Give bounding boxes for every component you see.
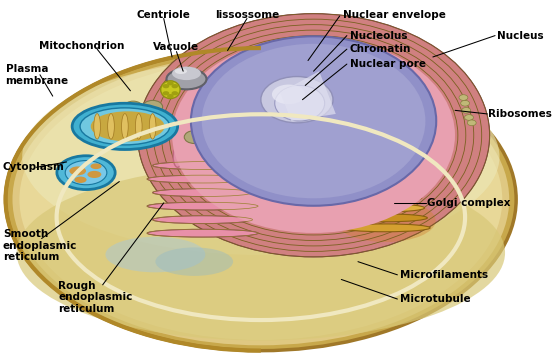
Ellipse shape <box>347 204 425 212</box>
Circle shape <box>281 102 296 111</box>
Text: lissossome: lissossome <box>215 10 279 20</box>
Circle shape <box>268 79 287 92</box>
Text: Cytoplasm: Cytoplasm <box>3 162 64 172</box>
Circle shape <box>459 95 468 100</box>
Ellipse shape <box>74 177 87 183</box>
Text: Centriole: Centriole <box>137 10 191 20</box>
Circle shape <box>171 84 178 88</box>
Ellipse shape <box>153 216 253 224</box>
Ellipse shape <box>350 194 422 202</box>
Text: Plasma
membrane: Plasma membrane <box>6 64 69 85</box>
Ellipse shape <box>202 44 426 198</box>
Circle shape <box>467 120 476 126</box>
Ellipse shape <box>135 114 142 139</box>
Ellipse shape <box>352 184 419 192</box>
Ellipse shape <box>147 175 258 183</box>
Ellipse shape <box>6 48 516 351</box>
Ellipse shape <box>145 19 482 251</box>
Circle shape <box>184 131 204 143</box>
Ellipse shape <box>169 36 458 235</box>
Circle shape <box>246 83 264 95</box>
Ellipse shape <box>355 174 416 182</box>
Ellipse shape <box>166 69 206 89</box>
Text: Microfilaments: Microfilaments <box>400 270 488 280</box>
Ellipse shape <box>65 161 107 185</box>
Circle shape <box>163 84 169 88</box>
Ellipse shape <box>105 237 205 272</box>
Circle shape <box>167 94 174 98</box>
Text: Rough
endoplasmic
reticulum: Rough endoplasmic reticulum <box>58 281 133 314</box>
Ellipse shape <box>91 111 164 141</box>
Ellipse shape <box>181 140 191 163</box>
Ellipse shape <box>80 108 170 145</box>
Text: Mitochondrion: Mitochondrion <box>39 41 125 51</box>
Circle shape <box>167 81 174 85</box>
Ellipse shape <box>190 152 199 172</box>
Circle shape <box>207 103 231 118</box>
Ellipse shape <box>147 229 258 237</box>
Ellipse shape <box>261 77 333 123</box>
Circle shape <box>143 100 163 113</box>
Text: Nucleus: Nucleus <box>497 31 543 41</box>
Text: Nuclear pore: Nuclear pore <box>350 59 426 69</box>
Text: Nucleolus: Nucleolus <box>350 31 407 41</box>
Circle shape <box>163 91 169 95</box>
Text: Ribosomes: Ribosomes <box>488 109 552 119</box>
Circle shape <box>224 117 242 129</box>
Ellipse shape <box>161 81 180 99</box>
Polygon shape <box>280 71 336 121</box>
Ellipse shape <box>175 68 187 74</box>
Circle shape <box>198 119 219 132</box>
Ellipse shape <box>153 189 253 197</box>
Ellipse shape <box>17 165 505 340</box>
Text: Nuclear envelope: Nuclear envelope <box>343 10 446 20</box>
Ellipse shape <box>94 114 100 139</box>
Circle shape <box>461 100 470 106</box>
Ellipse shape <box>162 30 466 240</box>
Ellipse shape <box>108 114 114 139</box>
Circle shape <box>171 91 178 95</box>
Ellipse shape <box>90 163 102 169</box>
Ellipse shape <box>138 14 490 257</box>
Text: Smooth
endoplasmic
reticulum: Smooth endoplasmic reticulum <box>3 229 77 262</box>
Text: Vacuole: Vacuole <box>153 42 200 52</box>
Ellipse shape <box>155 247 233 276</box>
Ellipse shape <box>69 167 86 175</box>
Circle shape <box>124 101 142 112</box>
Ellipse shape <box>12 53 509 345</box>
Circle shape <box>155 114 172 125</box>
Ellipse shape <box>149 114 156 139</box>
Ellipse shape <box>22 58 500 255</box>
Ellipse shape <box>153 162 253 169</box>
Text: Golgi complex: Golgi complex <box>427 198 511 208</box>
Ellipse shape <box>191 36 436 206</box>
Ellipse shape <box>275 85 325 121</box>
Ellipse shape <box>344 214 427 222</box>
Ellipse shape <box>173 146 182 167</box>
Ellipse shape <box>341 224 430 232</box>
Text: Microtubule: Microtubule <box>400 294 470 304</box>
Ellipse shape <box>88 171 102 178</box>
Ellipse shape <box>153 25 474 246</box>
Text: Chromatin: Chromatin <box>350 44 411 54</box>
Circle shape <box>465 115 473 120</box>
Ellipse shape <box>172 67 201 80</box>
Ellipse shape <box>272 85 305 104</box>
Ellipse shape <box>336 199 436 242</box>
Ellipse shape <box>19 59 502 340</box>
Circle shape <box>462 108 471 113</box>
Ellipse shape <box>147 202 258 210</box>
Ellipse shape <box>122 114 128 139</box>
Ellipse shape <box>57 156 115 189</box>
Ellipse shape <box>172 38 455 233</box>
Ellipse shape <box>72 103 178 150</box>
